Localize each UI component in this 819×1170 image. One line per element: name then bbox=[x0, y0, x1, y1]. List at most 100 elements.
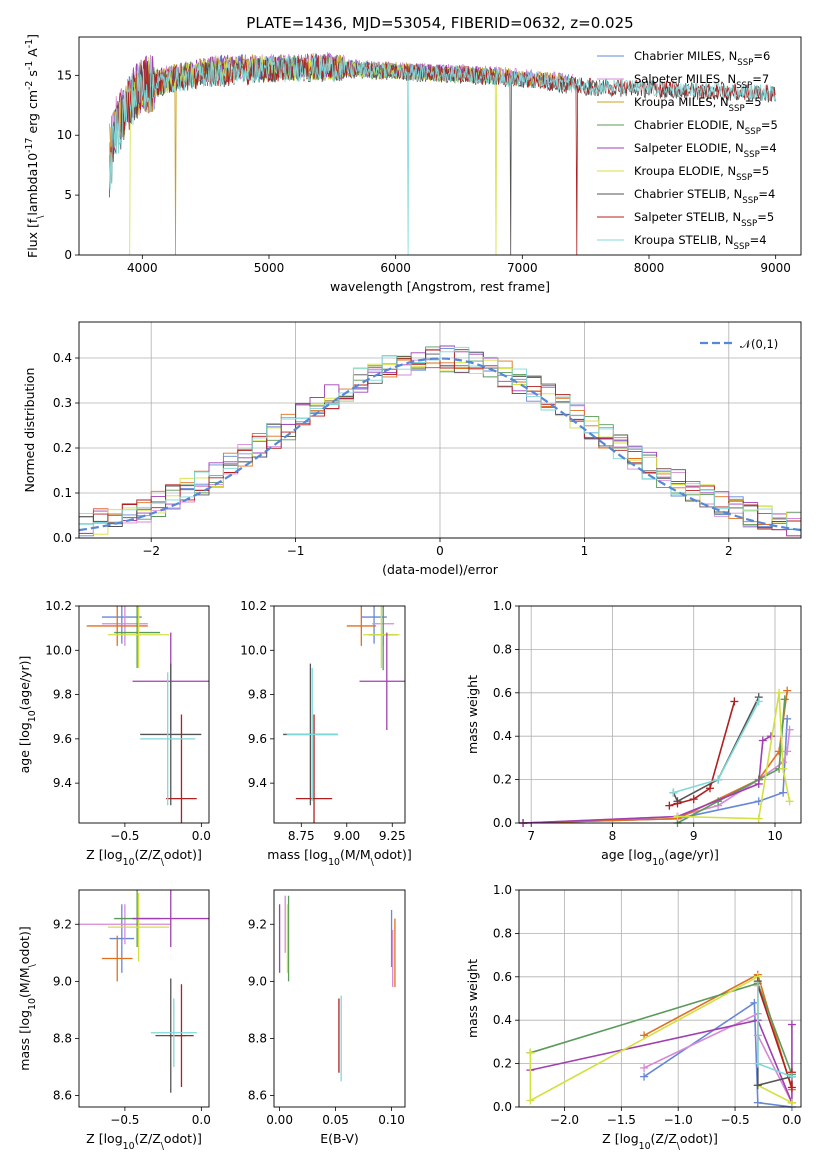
legend-entry-6: Chabrier STELIB, NSSP=4 bbox=[634, 187, 775, 206]
weight-marker-0-4 bbox=[783, 714, 792, 723]
weight-line-7 bbox=[669, 701, 736, 807]
panel-frame bbox=[78, 889, 210, 1108]
weight-marker-7-3 bbox=[705, 784, 714, 793]
histograms bbox=[79, 345, 801, 538]
weight-marker-5-1 bbox=[526, 1096, 535, 1105]
y-tick-label-3: 9.2 bbox=[248, 917, 267, 931]
x-tick-label-1: −1 bbox=[287, 544, 305, 558]
x-tick-label-4: 0.0 bbox=[782, 1113, 801, 1127]
errorbar-point-7 bbox=[169, 984, 194, 1088]
y-axis-label: Normed distribution bbox=[22, 368, 37, 493]
y-tick-label-2: 0.2 bbox=[53, 441, 72, 455]
weight-marker-5-0 bbox=[673, 812, 682, 821]
weight-marker-5-1 bbox=[754, 814, 763, 823]
legend-entry-1: Salpeter MILES, NSSP=7 bbox=[634, 72, 769, 91]
y-tick-label-2: 9.8 bbox=[53, 688, 72, 702]
x-axis-label: wavelength [Angstrom, rest frame] bbox=[330, 279, 550, 294]
weight-marker-8-0 bbox=[669, 788, 678, 797]
weight-line-4 bbox=[530, 1019, 793, 1104]
weight-marker-8-2 bbox=[754, 697, 763, 706]
y-tick-label-2: 9.0 bbox=[248, 974, 267, 988]
gaussian-curve bbox=[79, 357, 801, 532]
errorbar-point-0 bbox=[109, 904, 135, 973]
x-axis-label: Z [log10(Z/Z\odot)] bbox=[86, 1131, 202, 1152]
x-tick-label-2: −1.0 bbox=[664, 1113, 693, 1127]
y-tick-label-0: 0.0 bbox=[53, 531, 72, 545]
y-axis-label: age [log10(age/yr)] bbox=[17, 656, 38, 774]
panel-2: −0.5 0.0 9.4 9.6 9.8 10.0 10.2 Z [log10(Z/Z\odo… bbox=[17, 599, 211, 868]
errorbar-point-6 bbox=[140, 663, 202, 806]
errorbar-point-5 bbox=[132, 890, 209, 948]
errorbar-point-4 bbox=[108, 606, 170, 668]
x-tick-label-0: 4000 bbox=[127, 261, 158, 275]
weight-marker-8-2 bbox=[787, 1072, 796, 1081]
legend-entry-0: Chabrier MILES, NSSP=6 bbox=[634, 49, 770, 68]
weight-line-1 bbox=[523, 729, 791, 824]
y-tick-label-4: 0.8 bbox=[493, 926, 512, 940]
weight-lines bbox=[519, 686, 794, 827]
errorbar-point-7 bbox=[166, 714, 197, 823]
weight-marker-4-3 bbox=[787, 1020, 796, 1029]
y-tick-label-4: 0.8 bbox=[493, 642, 512, 656]
y-tick-label-1: 8.8 bbox=[248, 1031, 267, 1045]
y-tick-label-0: 0.0 bbox=[493, 1100, 512, 1114]
x-tick-label-3: 7000 bbox=[507, 261, 538, 275]
legend-entry-7: Salpeter STELIB, NSSP=5 bbox=[634, 210, 774, 229]
errorbar-point-5 bbox=[359, 632, 405, 730]
weight-line-5 bbox=[529, 975, 793, 1104]
weight-marker-1-5 bbox=[783, 747, 792, 756]
y-tick-label-2: 9.0 bbox=[53, 974, 72, 988]
panel-0: 4000 5000 6000 7000 8000 9000 0 5 10 15 wavelength… bbox=[24, 34, 802, 294]
y-tick-label-4: 0.4 bbox=[53, 351, 72, 365]
x-axis-label: Z [log10(Z/Z\odot)] bbox=[602, 1131, 718, 1152]
weight-marker-8-1 bbox=[714, 775, 723, 784]
chart-title: PLATE=1436, MJD=53054, FIBERID=0632, z=0… bbox=[246, 14, 633, 32]
y-tick-label-0: 9.4 bbox=[53, 776, 72, 790]
y-tick-label-3: 9.2 bbox=[53, 917, 72, 931]
x-axis-label: (data-model)/error bbox=[382, 562, 499, 577]
x-axis-label: Z [log10(Z/Z\odot)] bbox=[86, 847, 202, 868]
spectrum-line-8 bbox=[109, 55, 776, 255]
x-axis-label: E(B-V) bbox=[320, 1131, 359, 1146]
y-tick-label-5: 1.0 bbox=[493, 599, 512, 613]
weight-marker-1-0 bbox=[640, 1063, 649, 1072]
x-tick-label-2: 0.10 bbox=[378, 1113, 405, 1127]
legend-entry-5: Kroupa ELODIE, NSSP=5 bbox=[634, 164, 769, 183]
panel-4: 7 8 9 10 0.0 0.2 0.4 0.6 0.8 1.0 age [log10(age/yr… bbox=[465, 599, 802, 868]
x-tick-label-2: 6000 bbox=[380, 261, 411, 275]
y-axis-label: mass weight bbox=[465, 959, 480, 1038]
y-tick-label-0: 8.6 bbox=[248, 1089, 267, 1103]
x-tick-label-0: −2 bbox=[142, 544, 160, 558]
y-tick-label-3: 0.6 bbox=[493, 686, 512, 700]
y-tick-label-3: 10.0 bbox=[45, 643, 72, 657]
y-tick-label-4: 10.2 bbox=[45, 599, 72, 613]
y-tick-label-2: 9.8 bbox=[248, 688, 267, 702]
x-tick-label-4: 2 bbox=[725, 544, 733, 558]
errorbar-point-1 bbox=[101, 606, 148, 646]
panel-frame bbox=[78, 321, 802, 539]
y-tick-label-3: 10.0 bbox=[240, 643, 267, 657]
weight-marker-8-1 bbox=[753, 1059, 762, 1068]
y-tick-label-1: 5 bbox=[64, 188, 72, 202]
y-axis-label: mass [log10(M/M\odot)] bbox=[17, 926, 38, 1070]
errorbar-point-2 bbox=[346, 606, 376, 646]
errorbar-point-7 bbox=[295, 714, 333, 823]
weight-marker-0-0 bbox=[640, 1072, 649, 1081]
y-tick-label-0: 0 bbox=[64, 248, 72, 262]
x-tick-label-1: 9.00 bbox=[333, 829, 360, 843]
weight-marker-7-4 bbox=[730, 697, 739, 706]
y-axis-label: Flux [f\lambda10-17 erg cm-2 s-1 A-1] bbox=[24, 34, 46, 258]
panel-frame bbox=[273, 889, 406, 1108]
legend-entry-gaussian: 𝒩(0,1) bbox=[740, 337, 778, 351]
panel-frame bbox=[518, 889, 802, 1108]
weight-marker-1-6 bbox=[785, 725, 794, 734]
errorbars bbox=[283, 606, 405, 823]
y-tick-label-0: 0.0 bbox=[493, 816, 512, 830]
legend: 𝒩(0,1) bbox=[700, 337, 778, 351]
x-tick-label-2: 9 bbox=[690, 829, 698, 843]
x-tick-label-0: 8.75 bbox=[288, 829, 315, 843]
panel-frame bbox=[518, 605, 802, 824]
errorbars bbox=[278, 895, 396, 1082]
weight-marker-5-0 bbox=[526, 1048, 535, 1057]
errorbar-point-2 bbox=[101, 935, 133, 982]
